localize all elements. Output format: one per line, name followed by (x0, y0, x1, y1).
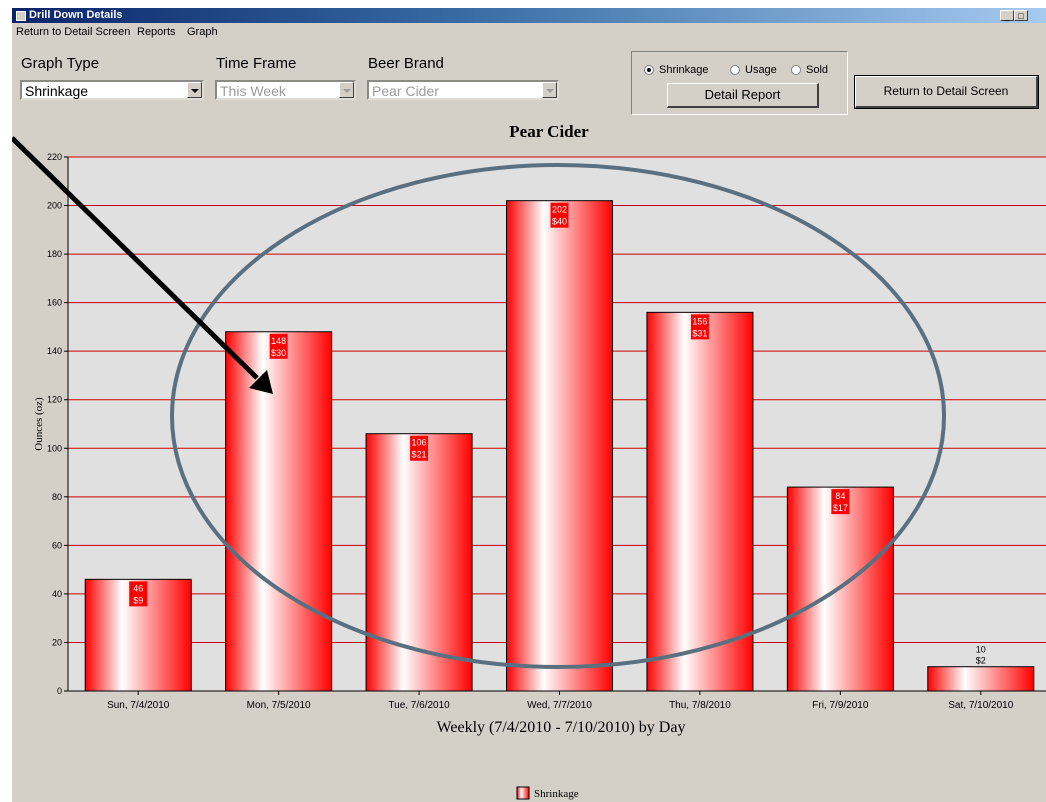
x-axis-label: Weekly (7/4/2010 - 7/10/2010) by Day (437, 719, 686, 736)
return-to-detail-button[interactable]: Return to Detail Screen (854, 75, 1039, 109)
x-axis: Sun, 7/4/2010 Mon, 7/5/2010 Tue, 7/6/2010 W… (68, 690, 1046, 711)
y-tick-label: 140 (47, 346, 62, 356)
y-tick-label: 40 (52, 589, 62, 599)
time-frame-select[interactable]: This Week (215, 80, 356, 100)
data-label-cost: $30 (271, 348, 286, 358)
data-label-value: 10 (976, 645, 986, 655)
title-bar[interactable]: Drill Down Details _ □ (12, 8, 1046, 23)
radio-indicator[interactable] (730, 65, 740, 75)
menu-return-to-detail[interactable]: Return to Detail Screen (16, 26, 131, 38)
time-frame-value: This Week (220, 83, 286, 99)
arrow-annotation (12, 136, 273, 394)
window-title: Drill Down Details (29, 9, 123, 21)
data-label-box (831, 489, 850, 515)
bar (505, 200, 614, 692)
graph-type-select[interactable]: Shrinkage (20, 80, 204, 100)
beer-brand-value: Pear Cider (372, 83, 439, 99)
y-tick-label: 160 (47, 298, 62, 308)
data-label-cost: $2 (976, 656, 986, 666)
data-label-cost: $40 (552, 217, 567, 227)
maximize-button[interactable]: □ (1014, 10, 1028, 21)
menu-reports[interactable]: Reports (137, 26, 176, 38)
app-icon (16, 11, 26, 21)
x-tick-label: Sun, 7/4/2010 (107, 700, 170, 711)
legend-label: Shrinkage (534, 788, 579, 800)
chevron-down-icon[interactable] (542, 82, 557, 98)
data-label-value: 106 (412, 438, 427, 448)
menu-graph[interactable]: Graph (187, 26, 218, 38)
radio-label: Sold (806, 64, 829, 76)
chevron-down-icon[interactable] (339, 82, 354, 98)
data-label-cost: $31 (692, 328, 707, 338)
bar (646, 311, 754, 692)
data-label-box (690, 314, 709, 340)
beer-brand-label: Beer Brand (368, 55, 444, 72)
data-label-box (269, 333, 288, 359)
data-label-box (550, 202, 569, 228)
radio-label: Usage (745, 64, 777, 76)
x-tick-label: Mon, 7/5/2010 (247, 700, 311, 711)
legend: Shrinkage (516, 786, 579, 800)
highlight-ellipse-annotation (170, 163, 946, 669)
y-axis-label: Ounces (oz) (33, 397, 45, 451)
x-tick-label: Tue, 7/6/2010 (388, 700, 450, 711)
report-type-group: Shrinkage Usage Sold Detail Report (631, 51, 848, 115)
x-tick-label: Wed, 7/7/2010 (527, 700, 592, 711)
y-axis: 0 20 40 60 80 100 120 140 160 180 200 220 (47, 152, 69, 696)
y-tick-label: 100 (47, 443, 62, 453)
legend-swatch (516, 786, 530, 800)
chart-title: Pear Cider (509, 122, 589, 141)
radio-label: Shrinkage (659, 64, 709, 76)
y-tick-label: 120 (47, 395, 62, 405)
data-label-value: 202 (552, 205, 567, 215)
bar-series: 46 $9 148 $30 106 $21 202 $40 156 $31 84 $17 10$2 (84, 200, 1035, 692)
data-label-cost: $21 (412, 450, 427, 460)
x-tick-label: Fri, 7/9/2010 (812, 700, 869, 711)
beer-brand-select[interactable]: Pear Cider (367, 80, 559, 100)
minimize-button[interactable]: _ (1000, 10, 1014, 21)
data-label-box (129, 581, 148, 607)
y-tick-label: 200 (47, 201, 62, 211)
data-label-value: 46 (133, 583, 143, 593)
data-label-cost: $17 (833, 503, 848, 513)
data-label-cost: $9 (133, 595, 143, 605)
radio-indicator[interactable] (644, 65, 654, 75)
data-label-value: 156 (692, 316, 707, 326)
data-label-value: 84 (835, 491, 845, 501)
bar (927, 666, 1035, 692)
y-tick-label: 80 (52, 492, 62, 502)
bar (365, 433, 473, 692)
bar (225, 331, 333, 692)
data-label-value: 148 (271, 336, 286, 346)
graph-type-value: Shrinkage (25, 83, 89, 99)
x-tick-label: Sat, 7/10/2010 (948, 700, 1013, 711)
radio-indicator[interactable] (791, 65, 801, 75)
y-tick-label: 0 (57, 686, 62, 696)
y-tick-label: 20 (52, 637, 62, 647)
data-label-box (410, 435, 429, 461)
chevron-down-icon[interactable] (187, 82, 202, 98)
drill-down-window: Drill Down Details _ □ Return to Detail … (12, 8, 1046, 802)
detail-report-button[interactable]: Detail Report (667, 83, 819, 108)
time-frame-label: Time Frame (216, 55, 297, 72)
y-tick-label: 220 (47, 152, 62, 162)
x-tick-label: Thu, 7/8/2010 (669, 700, 731, 711)
y-tick-label: 60 (52, 540, 62, 550)
y-tick-label: 180 (47, 249, 62, 259)
graph-type-label: Graph Type (21, 55, 100, 72)
shrinkage-chart: Pear Cider 0 20 40 60 80 100 120 140 160 180 200 22… (12, 122, 1046, 800)
